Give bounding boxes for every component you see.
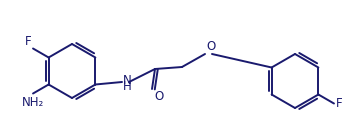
Text: O: O — [154, 90, 163, 103]
Text: H: H — [123, 80, 132, 94]
Text: NH₂: NH₂ — [22, 96, 44, 110]
Text: F: F — [24, 34, 31, 48]
Text: O: O — [206, 40, 215, 53]
Text: N: N — [123, 74, 132, 86]
Text: F: F — [336, 97, 343, 110]
